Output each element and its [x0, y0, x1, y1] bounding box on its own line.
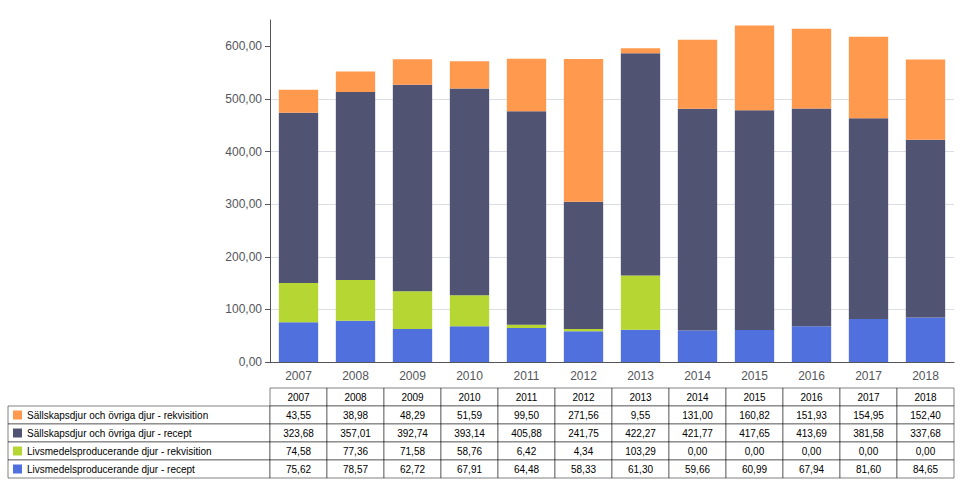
svg-text:2018: 2018 [914, 392, 937, 403]
svg-text:2008: 2008 [342, 369, 369, 383]
svg-text:71,58: 71,58 [400, 446, 425, 457]
svg-text:405,88: 405,88 [511, 428, 542, 439]
svg-text:51,59: 51,59 [457, 410, 482, 421]
svg-text:2012: 2012 [572, 392, 595, 403]
svg-text:0,00: 0,00 [239, 355, 263, 369]
svg-text:2011: 2011 [514, 369, 540, 383]
svg-text:77,36: 77,36 [343, 446, 368, 457]
svg-text:84,65: 84,65 [913, 464, 938, 475]
svg-text:2018: 2018 [912, 369, 939, 383]
svg-text:357,01: 357,01 [340, 428, 371, 439]
svg-text:600,00: 600,00 [225, 39, 262, 53]
svg-text:2007: 2007 [287, 392, 310, 403]
svg-text:2007: 2007 [285, 369, 312, 383]
svg-text:2017: 2017 [857, 392, 880, 403]
svg-text:2015: 2015 [741, 369, 768, 383]
svg-text:2015: 2015 [743, 392, 766, 403]
svg-text:337,68: 337,68 [910, 428, 941, 439]
svg-text:2009: 2009 [399, 369, 426, 383]
svg-text:60,99: 60,99 [742, 464, 767, 475]
svg-text:160,82: 160,82 [739, 410, 770, 421]
svg-text:2009: 2009 [401, 392, 424, 403]
svg-text:381,58: 381,58 [853, 428, 884, 439]
svg-text:67,91: 67,91 [457, 464, 482, 475]
svg-text:200,00: 200,00 [225, 250, 262, 264]
svg-text:81,60: 81,60 [856, 464, 881, 475]
svg-text:58,33: 58,33 [571, 464, 596, 475]
svg-text:64,48: 64,48 [514, 464, 539, 475]
svg-text:2017: 2017 [855, 369, 882, 383]
svg-text:421,77: 421,77 [682, 428, 713, 439]
svg-text:400,00: 400,00 [225, 145, 262, 159]
svg-text:103,29: 103,29 [625, 446, 656, 457]
svg-text:2016: 2016 [798, 369, 825, 383]
svg-text:0,00: 0,00 [916, 446, 936, 457]
svg-text:2008: 2008 [344, 392, 367, 403]
svg-text:2013: 2013 [629, 392, 652, 403]
svg-text:413,69: 413,69 [796, 428, 827, 439]
svg-text:241,75: 241,75 [568, 428, 599, 439]
svg-text:2012: 2012 [570, 369, 597, 383]
svg-text:2010: 2010 [456, 369, 483, 383]
svg-text:271,56: 271,56 [568, 410, 599, 421]
svg-text:9,55: 9,55 [631, 410, 651, 421]
svg-text:Livsmedelsproducerande djur -: Livsmedelsproducerande djur - rekvisitio… [27, 446, 212, 457]
svg-text:154,95: 154,95 [853, 410, 884, 421]
svg-text:500,00: 500,00 [225, 92, 262, 106]
svg-text:74,58: 74,58 [286, 446, 311, 457]
svg-text:Sällskapsdjur och övriga djur: Sällskapsdjur och övriga djur - recept [27, 428, 192, 439]
svg-text:2011: 2011 [516, 392, 538, 403]
svg-text:422,27: 422,27 [625, 428, 656, 439]
svg-text:67,94: 67,94 [799, 464, 824, 475]
svg-text:0,00: 0,00 [859, 446, 879, 457]
svg-text:417,65: 417,65 [739, 428, 770, 439]
svg-text:38,98: 38,98 [343, 410, 368, 421]
svg-text:62,72: 62,72 [400, 464, 425, 475]
svg-text:6,42: 6,42 [517, 446, 537, 457]
svg-text:Livsmedelsproducerande djur -: Livsmedelsproducerande djur - recept [27, 464, 195, 475]
svg-text:0,00: 0,00 [688, 446, 708, 457]
svg-text:99,50: 99,50 [514, 410, 539, 421]
svg-text:131,00: 131,00 [682, 410, 713, 421]
svg-text:392,74: 392,74 [397, 428, 428, 439]
svg-text:43,55: 43,55 [286, 410, 311, 421]
svg-text:0,00: 0,00 [745, 446, 765, 457]
svg-text:2013: 2013 [627, 369, 654, 383]
svg-text:2016: 2016 [800, 392, 823, 403]
svg-text:61,30: 61,30 [628, 464, 653, 475]
svg-text:2014: 2014 [684, 369, 711, 383]
svg-text:2010: 2010 [458, 392, 481, 403]
svg-text:Sällskapsdjur och övriga djur: Sällskapsdjur och övriga djur - rekvisit… [27, 410, 208, 421]
svg-text:75,62: 75,62 [286, 464, 311, 475]
svg-text:0,00: 0,00 [802, 446, 822, 457]
svg-text:4,34: 4,34 [574, 446, 594, 457]
svg-text:393,14: 393,14 [454, 428, 485, 439]
svg-text:100,00: 100,00 [225, 302, 262, 316]
svg-text:78,57: 78,57 [343, 464, 368, 475]
svg-text:300,00: 300,00 [225, 197, 262, 211]
svg-text:151,93: 151,93 [796, 410, 827, 421]
svg-text:58,76: 58,76 [457, 446, 482, 457]
svg-text:48,29: 48,29 [400, 410, 425, 421]
svg-text:2014: 2014 [686, 392, 709, 403]
svg-text:152,40: 152,40 [910, 410, 941, 421]
svg-text:323,68: 323,68 [283, 428, 314, 439]
svg-text:59,66: 59,66 [685, 464, 710, 475]
